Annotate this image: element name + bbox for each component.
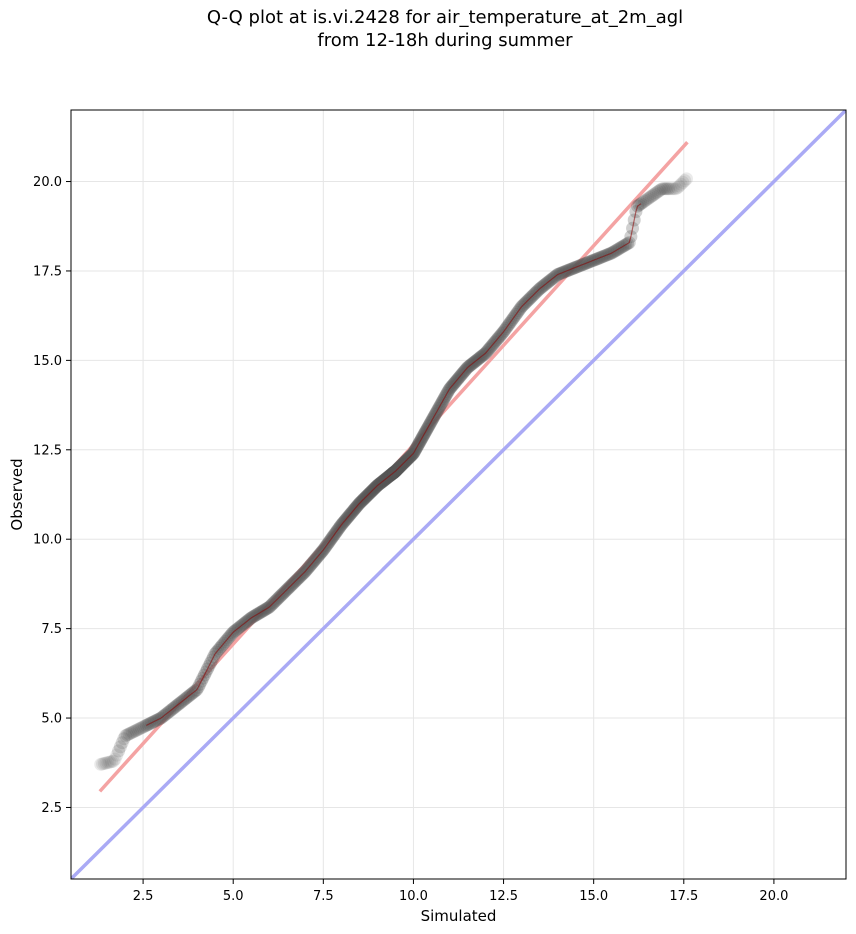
chart-title-line-1: Q-Q plot at is.vi.2428 for air_temperatu…: [206, 7, 684, 28]
data-point: [674, 177, 688, 191]
x-tick-label: 12.5: [489, 889, 518, 904]
data-point: [101, 756, 115, 770]
data-point: [112, 744, 126, 758]
data-point: [138, 719, 152, 733]
data-point: [120, 728, 134, 742]
data-point: [132, 722, 146, 736]
data-point: [97, 756, 111, 770]
x-tick-label: 5.0: [223, 889, 244, 904]
data-point: [667, 182, 681, 196]
data-point: [655, 182, 669, 196]
x-axis-ticks: 2.5 5.0 7.5 10.0 12.5 15.0 17.5 20.0: [133, 879, 788, 904]
data-point: [104, 755, 118, 769]
y-tick-label: 5.0: [41, 712, 62, 727]
data-point: [665, 182, 679, 196]
data-point: [678, 174, 692, 188]
data-point: [117, 732, 131, 746]
data-point: [124, 726, 138, 740]
dense-trend-line: [146, 203, 642, 726]
data-point: [644, 189, 658, 203]
x-tick-label: 2.5: [133, 889, 154, 904]
data-point: [122, 727, 136, 741]
x-tick-label: 17.5: [669, 889, 698, 904]
x-tick-label: 7.5: [313, 889, 334, 904]
chart-title-line-2: from 12-18h during summer: [317, 30, 573, 51]
data-point: [103, 755, 117, 769]
data-point: [643, 191, 657, 205]
data-point: [99, 756, 113, 770]
data-point: [641, 192, 655, 206]
data-point: [663, 182, 677, 196]
data-point: [639, 193, 653, 207]
data-point: [651, 185, 665, 199]
grid-lines: [71, 110, 846, 879]
y-tick-label: 10.0: [33, 533, 62, 548]
data-point: [131, 723, 145, 737]
x-tick-label: 20.0: [759, 889, 788, 904]
data-points: [94, 172, 693, 771]
data-point: [676, 175, 690, 189]
identity-line: [71, 110, 846, 879]
y-axis-label: Observed: [8, 458, 26, 530]
x-axis-label: Simulated: [421, 907, 497, 925]
data-point: [110, 748, 124, 762]
data-point: [127, 724, 141, 738]
data-point: [113, 740, 127, 754]
data-point: [656, 182, 670, 196]
data-point: [136, 720, 150, 734]
y-tick-label: 15.0: [33, 354, 62, 369]
y-tick-label: 17.5: [33, 264, 62, 279]
y-axis-ticks: 2.5 5.0 7.5 10.0 12.5 15.0 17.5 20.0: [33, 175, 71, 816]
data-point: [660, 182, 674, 196]
data-point: [672, 179, 686, 193]
data-point: [96, 757, 110, 771]
data-point: [637, 194, 651, 208]
x-tick-label: 15.0: [579, 889, 608, 904]
y-tick-label: 12.5: [33, 443, 62, 458]
y-tick-label: 20.0: [33, 175, 62, 190]
data-point: [129, 724, 143, 738]
data-point: [658, 182, 672, 196]
y-tick-label: 2.5: [41, 801, 62, 816]
data-point: [671, 181, 685, 195]
data-point: [636, 196, 650, 210]
fit-line: [98, 141, 689, 793]
data-point: [115, 736, 129, 750]
data-point: [653, 183, 667, 197]
data-point: [106, 754, 120, 768]
y-tick-label: 7.5: [41, 622, 62, 637]
data-point: [669, 182, 683, 196]
data-point: [649, 186, 663, 200]
data-point: [646, 188, 660, 202]
data-point: [648, 187, 662, 201]
data-point: [679, 172, 693, 186]
data-point: [139, 718, 153, 732]
plot-frame: [70, 109, 847, 880]
data-point: [662, 182, 676, 196]
data-point: [119, 729, 133, 743]
data-point: [94, 757, 108, 771]
chart-title: Q-Q plot at is.vi.2428 for air_temperatu…: [0, 6, 856, 52]
data-point: [126, 725, 140, 739]
data-point: [134, 721, 148, 735]
x-tick-label: 10.0: [399, 889, 428, 904]
data-point: [108, 752, 122, 766]
